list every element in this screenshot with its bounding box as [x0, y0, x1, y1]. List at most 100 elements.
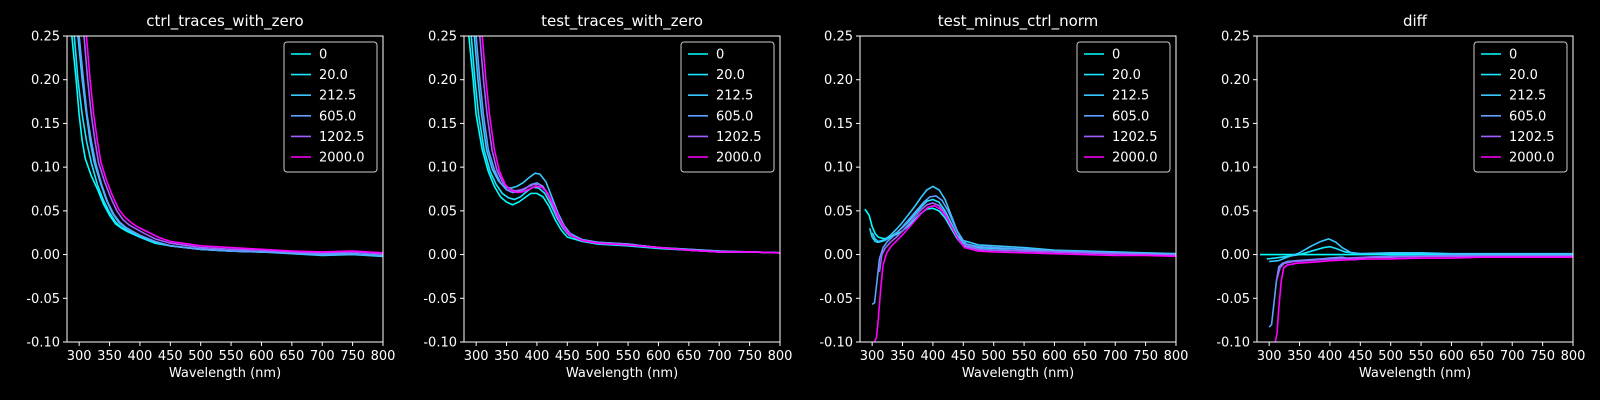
x-tick-label: 600 — [646, 349, 671, 364]
legend-entry: 0 — [1509, 48, 1517, 63]
x-tick-label: 500 — [981, 349, 1006, 364]
legend-entry: 212.5 — [319, 89, 356, 104]
x-tick-label: 700 — [1500, 349, 1525, 364]
legend-entry: 20.0 — [319, 68, 348, 83]
x-tick-label: 800 — [768, 349, 793, 364]
x-tick-label: 350 — [97, 349, 122, 364]
series-line-5 — [1274, 256, 1573, 342]
y-tick-label: 0.25 — [428, 30, 457, 45]
legend-entry: 1202.5 — [319, 130, 365, 145]
series-line-3 — [1268, 254, 1573, 328]
series-line-5 — [85, 36, 383, 254]
x-tick-label: 450 — [158, 349, 183, 364]
y-tick-label: 0.05 — [428, 204, 457, 219]
x-axis-label: Wavelength (nm) — [169, 366, 281, 381]
x-tick-label: 350 — [890, 349, 915, 364]
x-tick-label: 300 — [464, 349, 489, 364]
x-tick-label: 450 — [1348, 349, 1373, 364]
x-tick-label: 500 — [188, 349, 213, 364]
x-tick-label: 350 — [1287, 349, 1312, 364]
series-line-3 — [871, 195, 1176, 306]
x-axis-label: Wavelength (nm) — [566, 366, 678, 381]
x-tick-label: 650 — [279, 349, 304, 364]
y-tick-label: 0.25 — [824, 30, 853, 45]
x-tick-label: 750 — [1133, 349, 1158, 364]
x-tick-label: 300 — [67, 349, 92, 364]
y-tick-label: -0.10 — [1216, 336, 1250, 351]
series-line-5 — [481, 36, 780, 254]
axes-frame — [66, 35, 384, 343]
chart-title: diff — [1403, 12, 1428, 30]
y-tick-label: 0.15 — [824, 117, 853, 132]
series-line-2 — [871, 185, 1176, 255]
x-tick-label: 300 — [1257, 349, 1282, 364]
y-tick-label: 0.20 — [31, 73, 60, 88]
x-tick-label: 750 — [340, 349, 365, 364]
y-tick-label: -0.10 — [819, 336, 853, 351]
chart-panel-3: diff 300 350 400 450 500 550 600 650 700 750 800 -0.… — [1216, 12, 1585, 381]
legend-entry: 2000.0 — [319, 151, 365, 166]
legend-entry: 2000.0 — [1509, 151, 1555, 166]
x-tick-label: 600 — [1042, 349, 1067, 364]
x-axis-label: Wavelength (nm) — [1359, 366, 1471, 381]
legend-entry: 0 — [319, 48, 327, 63]
legend-entry: 605.0 — [716, 109, 753, 124]
y-tick-label: 0.05 — [1221, 204, 1250, 219]
x-tick-label: 700 — [1103, 349, 1128, 364]
x-tick-label: 500 — [1378, 349, 1403, 364]
legend-entry: 20.0 — [1112, 68, 1141, 83]
series-line-4 — [83, 36, 383, 255]
series-line-2 — [1269, 237, 1573, 263]
y-tick-label: -0.05 — [819, 292, 853, 307]
y-tick-label: 0.00 — [1221, 248, 1250, 263]
legend-entry: 212.5 — [1112, 89, 1149, 104]
chart-title: test_traces_with_zero — [541, 12, 703, 31]
y-tick-label: 0.00 — [824, 248, 853, 263]
x-tick-label: 450 — [555, 349, 580, 364]
legend-entry: 605.0 — [1509, 109, 1546, 124]
series-line-3 — [78, 36, 383, 257]
legend-entry: 20.0 — [1509, 68, 1538, 83]
y-tick-label: 0.10 — [31, 161, 60, 176]
legend: 0 20.0 212.5 605.0 1202.5 2000.0 — [1076, 41, 1171, 173]
axes-frame — [1256, 35, 1574, 343]
legend-entry: 605.0 — [1112, 109, 1149, 124]
chart-panel-2: test_minus_ctrl_norm 300 350 400 450 500 550 60… — [819, 12, 1188, 381]
x-tick-label: 700 — [310, 349, 335, 364]
legend-entry: 2000.0 — [716, 151, 762, 166]
series-line-4 — [1275, 255, 1573, 282]
chart-panel-1: test_traces_with_zero 300 350 400 450 500 550 6… — [423, 12, 792, 381]
y-tick-label: 0.15 — [1221, 117, 1250, 132]
y-tick-label: 0.00 — [428, 248, 457, 263]
y-tick-label: 0.25 — [1221, 30, 1250, 45]
x-tick-label: 600 — [1439, 349, 1464, 364]
x-tick-label: 400 — [1318, 349, 1343, 364]
legend-entry: 1202.5 — [1509, 130, 1555, 145]
x-tick-label: 550 — [1012, 349, 1037, 364]
legend-entry: 212.5 — [716, 89, 753, 104]
axes-frame — [859, 35, 1177, 343]
x-tick-label: 400 — [128, 349, 153, 364]
chart-title: ctrl_traces_with_zero — [146, 12, 303, 31]
x-tick-label: 400 — [921, 349, 946, 364]
x-tick-label: 450 — [951, 349, 976, 364]
y-tick-label: 0.20 — [1221, 73, 1250, 88]
legend-entry: 0 — [716, 48, 724, 63]
y-tick-label: 0.05 — [824, 204, 853, 219]
x-tick-label: 550 — [219, 349, 244, 364]
series-line-4 — [878, 202, 1176, 273]
chart-panel-0: ctrl_traces_with_zero 300 350 400 450 500 550 6… — [26, 12, 395, 381]
legend: 0 20.0 212.5 605.0 1202.5 2000.0 — [283, 41, 378, 173]
y-tick-label: 0.00 — [31, 248, 60, 263]
series-line-1 — [1266, 245, 1573, 260]
x-tick-label: 550 — [1409, 349, 1434, 364]
x-tick-label: 650 — [1469, 349, 1494, 364]
legend-entry: 1202.5 — [1112, 130, 1158, 145]
x-tick-label: 650 — [1072, 349, 1097, 364]
x-tick-label: 700 — [707, 349, 732, 364]
series-line-5 — [873, 204, 1176, 342]
y-tick-label: 0.10 — [824, 161, 853, 176]
y-tick-label: 0.10 — [428, 161, 457, 176]
x-tick-label: 600 — [249, 349, 274, 364]
